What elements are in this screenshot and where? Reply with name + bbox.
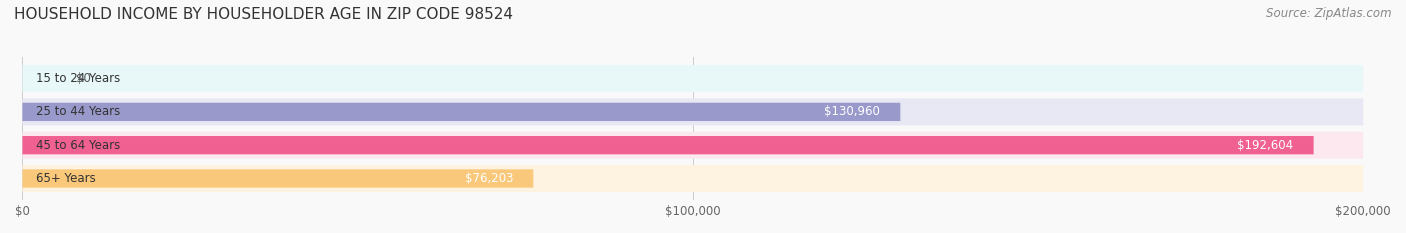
FancyBboxPatch shape (22, 65, 1364, 92)
FancyBboxPatch shape (22, 98, 1364, 125)
Text: 45 to 64 Years: 45 to 64 Years (35, 139, 120, 152)
Text: $192,604: $192,604 (1237, 139, 1294, 152)
Text: $130,960: $130,960 (824, 105, 880, 118)
Text: $76,203: $76,203 (464, 172, 513, 185)
Text: 25 to 44 Years: 25 to 44 Years (35, 105, 120, 118)
Text: $0: $0 (76, 72, 91, 85)
Text: Source: ZipAtlas.com: Source: ZipAtlas.com (1267, 7, 1392, 20)
Text: HOUSEHOLD INCOME BY HOUSEHOLDER AGE IN ZIP CODE 98524: HOUSEHOLD INCOME BY HOUSEHOLDER AGE IN Z… (14, 7, 513, 22)
FancyBboxPatch shape (22, 136, 1313, 154)
FancyBboxPatch shape (22, 165, 1364, 192)
FancyBboxPatch shape (22, 103, 900, 121)
FancyBboxPatch shape (22, 169, 533, 188)
Text: 65+ Years: 65+ Years (35, 172, 96, 185)
Text: 15 to 24 Years: 15 to 24 Years (35, 72, 120, 85)
FancyBboxPatch shape (22, 132, 1364, 159)
